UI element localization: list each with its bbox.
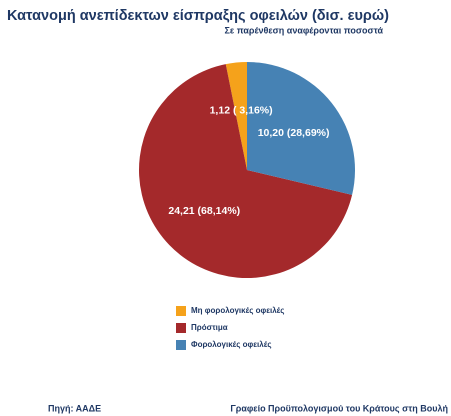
legend-label: Μη φορολογικές οφειλές [191, 306, 284, 315]
pie-slice [247, 62, 355, 195]
legend-swatch [176, 306, 186, 316]
legend-swatch [176, 323, 186, 333]
chart-title: Κατανομή ανεπίδεκτων είσπραξης οφειλών (… [7, 8, 389, 24]
legend-label: Πρόστιμα [191, 323, 228, 332]
data-label: 10,20 (28,69%) [258, 127, 330, 139]
chart-subtitle: Σε παρένθεση αναφέρονται ποσοστά [225, 25, 384, 35]
source: Πηγή: ΑΑΔΕ [48, 403, 101, 413]
legend-label: Φορολογικές οφειλές [191, 340, 272, 349]
legend-swatch [176, 340, 186, 350]
pie-slice [225, 62, 247, 170]
credit: Γραφείο Προϋπολογισμού του Κράτους στη Β… [230, 403, 448, 413]
data-label: 24,21 (68,14%) [168, 205, 240, 217]
data-label: 1,12 ( 3,16%) [210, 105, 273, 117]
pie-slice [139, 64, 353, 278]
